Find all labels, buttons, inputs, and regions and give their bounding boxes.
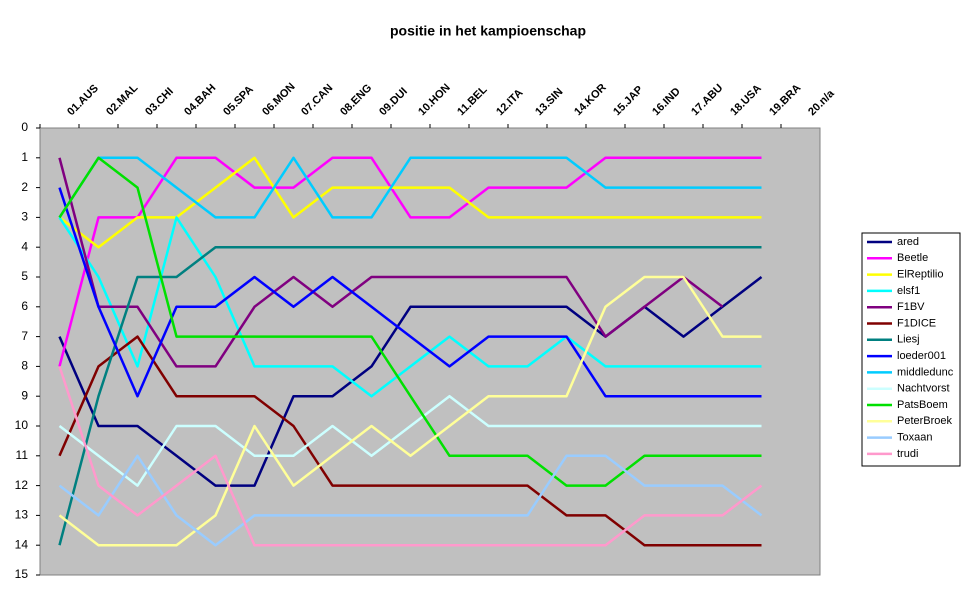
y-tick-label: 4 <box>21 239 28 253</box>
legend-label: F1BV <box>897 301 925 313</box>
y-tick-label: 13 <box>15 508 29 522</box>
series-line <box>58 275 762 547</box>
y-tick-label: 11 <box>16 448 29 462</box>
series-line <box>58 157 724 368</box>
legend-label: Liesj <box>897 334 920 346</box>
series-line <box>58 216 762 398</box>
y-tick-label: 3 <box>21 210 28 224</box>
series-line <box>58 454 763 547</box>
y-tick-label: 14 <box>15 537 29 551</box>
series-line <box>58 156 762 367</box>
y-tick-label: 2 <box>21 180 28 194</box>
y-tick-label: 9 <box>21 388 28 402</box>
series-line <box>58 394 762 487</box>
legend-label: Nachtvorst <box>897 383 950 395</box>
y-tick-label: 6 <box>21 299 28 313</box>
y-tick-label: 0 <box>21 120 28 134</box>
legend-label: elsf1 <box>897 285 920 297</box>
legend-label: trudi <box>897 448 918 460</box>
legend-label: Toxaan <box>897 432 932 444</box>
series-line <box>58 245 762 546</box>
series-line <box>58 335 762 547</box>
y-tick-label: 10 <box>15 418 29 432</box>
series-line <box>58 187 762 398</box>
legend-label: ared <box>897 236 919 248</box>
legend-label: F1DICE <box>897 317 936 329</box>
series-line <box>58 156 762 487</box>
legend <box>861 232 961 467</box>
series-line <box>58 156 762 219</box>
legend-label: PatsBoem <box>897 399 948 411</box>
legend-label: ElReptilio <box>897 269 943 281</box>
legend-label: loeder001 <box>897 350 946 362</box>
y-tick-label: 12 <box>15 478 29 492</box>
chart-title: positie in het kampioenschap <box>390 23 586 39</box>
legend-label: middledunc <box>897 366 954 378</box>
y-tick-label: 7 <box>21 329 28 343</box>
legend-label: Beetle <box>897 252 928 264</box>
y-tick-label: 1 <box>21 150 28 164</box>
series-line <box>58 366 763 547</box>
y-tick-label: 8 <box>21 359 28 373</box>
y-tick-label: 15 <box>15 567 29 581</box>
y-tick-label: 5 <box>21 269 28 283</box>
legend-label: PeterBroek <box>897 415 953 427</box>
